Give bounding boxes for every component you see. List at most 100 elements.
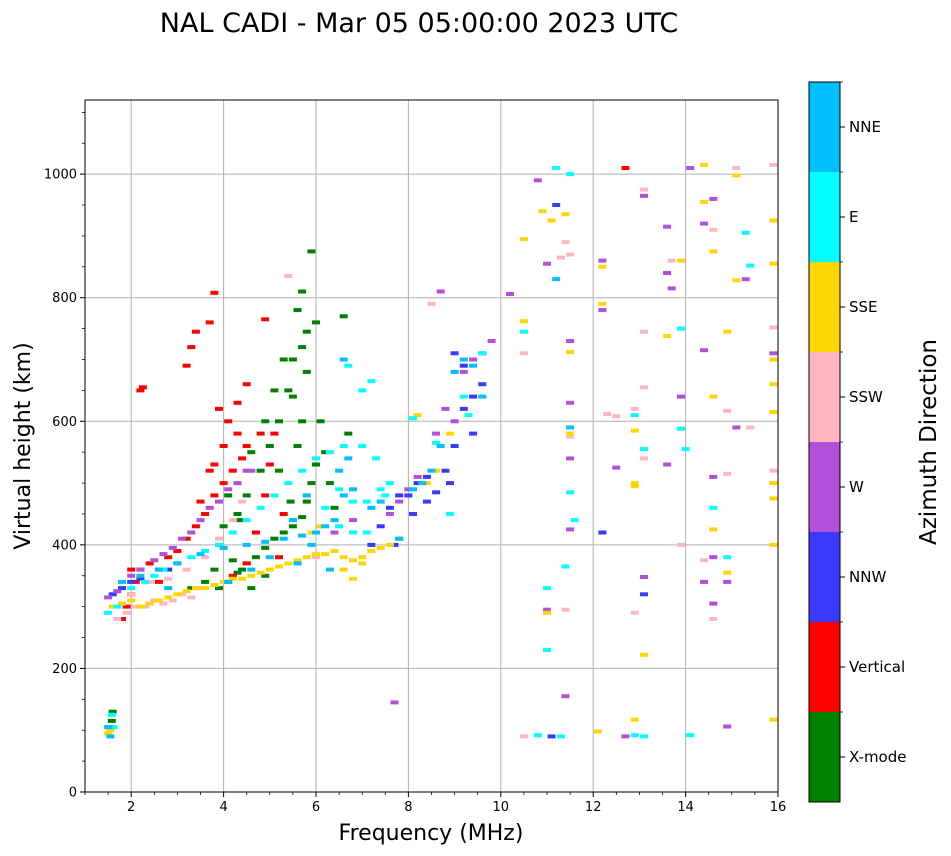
data-point — [686, 166, 695, 170]
y-tick-label: 600 — [52, 415, 77, 430]
data-point — [201, 512, 210, 516]
data-point — [459, 394, 468, 399]
x-tick-label: 14 — [677, 800, 694, 815]
data-point — [261, 545, 270, 550]
x-tick-label: 12 — [585, 800, 602, 815]
data-point — [667, 286, 676, 291]
data-point — [487, 339, 496, 343]
data-point — [288, 357, 297, 362]
data-point — [769, 410, 778, 414]
data-point — [566, 425, 575, 430]
data-point — [228, 573, 237, 578]
data-point — [154, 567, 163, 572]
plot-area — [84, 99, 779, 793]
data-point — [316, 524, 325, 529]
data-point — [372, 456, 381, 461]
data-point — [709, 527, 718, 532]
data-point — [469, 357, 478, 362]
data-point — [700, 558, 709, 563]
data-point — [769, 218, 778, 223]
data-point — [598, 301, 607, 306]
data-point — [519, 734, 528, 739]
data-point — [367, 379, 376, 384]
data-point — [561, 607, 570, 612]
data-point — [187, 595, 196, 600]
data-point — [612, 414, 621, 419]
data-point — [265, 567, 274, 572]
data-point — [404, 487, 413, 492]
data-point — [122, 610, 131, 615]
data-point — [395, 536, 404, 541]
colorbar: X-mode Vertical NNW W SSW SSE E NNE — [808, 81, 906, 803]
data-point — [432, 431, 441, 436]
data-point — [261, 317, 270, 322]
data-point — [215, 499, 223, 504]
data-point — [769, 496, 778, 501]
data-point — [127, 567, 136, 572]
data-point — [159, 552, 168, 557]
series-e — [104, 166, 755, 739]
data-point — [145, 601, 154, 606]
data-point — [131, 604, 140, 609]
data-point — [275, 564, 283, 569]
data-point — [270, 493, 279, 498]
data-point — [108, 592, 117, 597]
data-point — [640, 447, 648, 452]
data-point — [187, 345, 196, 350]
data-point — [409, 512, 417, 516]
data-point — [413, 474, 422, 479]
data-point — [127, 598, 136, 603]
data-point — [339, 493, 348, 498]
data-point — [173, 561, 182, 566]
data-point — [769, 357, 778, 362]
data-point — [436, 289, 445, 294]
data-point — [233, 431, 242, 436]
data-point — [519, 329, 528, 334]
data-point — [543, 586, 551, 591]
data-point — [321, 450, 330, 455]
data-point — [224, 487, 233, 492]
data-point — [261, 539, 270, 544]
data-point — [242, 561, 251, 566]
data-point — [138, 385, 147, 390]
data-point — [395, 493, 404, 498]
colorbar-label: SSW — [849, 388, 883, 406]
colorbar-label: Vertical — [849, 658, 905, 676]
data-point — [335, 487, 344, 492]
data-point — [441, 406, 450, 411]
data-point — [358, 444, 367, 448]
data-point — [251, 530, 260, 535]
data-point — [298, 289, 307, 294]
data-point — [173, 592, 182, 597]
data-point — [191, 524, 200, 529]
data-point — [413, 481, 422, 486]
data-point — [543, 647, 551, 652]
data-point — [118, 579, 126, 584]
data-point — [506, 292, 514, 296]
data-point — [219, 545, 228, 550]
data-point — [118, 601, 126, 606]
data-point — [196, 518, 205, 523]
data-point — [122, 604, 131, 609]
data-point — [302, 499, 311, 504]
data-point — [709, 505, 718, 510]
data-point — [127, 586, 136, 591]
data-point — [312, 462, 320, 467]
data-point — [464, 413, 473, 418]
data-point — [344, 431, 353, 436]
data-point — [561, 694, 570, 699]
data-point — [478, 382, 487, 387]
data-point — [450, 444, 459, 448]
data-point — [519, 319, 528, 324]
data-point — [298, 515, 307, 520]
data-point — [279, 512, 288, 516]
data-marks — [104, 162, 778, 739]
data-point — [219, 579, 228, 584]
data-point — [182, 589, 191, 594]
data-point — [677, 258, 685, 263]
data-point — [182, 536, 191, 541]
data-point — [164, 595, 173, 600]
data-point — [732, 166, 741, 170]
data-point — [238, 456, 247, 461]
